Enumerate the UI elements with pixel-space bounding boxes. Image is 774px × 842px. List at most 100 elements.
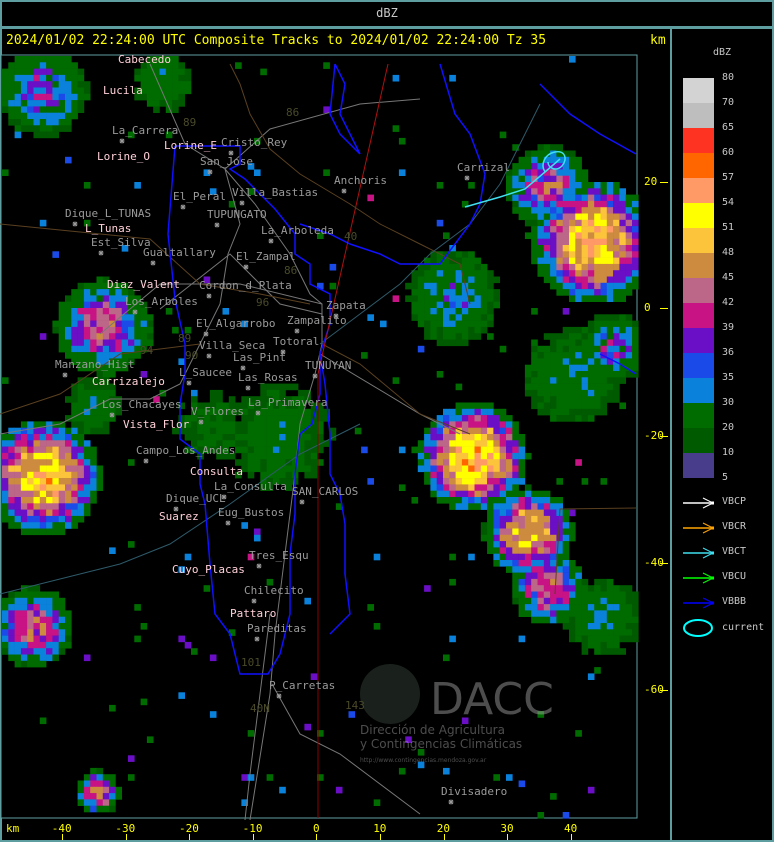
reflectivity-pixel [600, 585, 608, 592]
reflectivity-pixel [587, 289, 595, 296]
reflectivity-pixel [77, 74, 85, 82]
reflectivity-pixel [449, 553, 456, 561]
reflectivity-pixel [594, 641, 601, 649]
reflectivity-pixel [569, 629, 576, 636]
reflectivity-pixel [632, 282, 639, 290]
reflectivity-pixel [613, 623, 620, 630]
reflectivity-pixel [39, 131, 47, 139]
reflectivity-pixel [531, 257, 538, 265]
reflectivity-pixel [83, 799, 91, 806]
reflectivity-pixel [518, 188, 526, 195]
reflectivity-pixel [587, 182, 595, 189]
reflectivity-pixel [14, 654, 22, 662]
reflectivity-pixel [632, 226, 639, 233]
reflectivity-pixel [165, 308, 173, 315]
reflectivity-pixel [474, 452, 482, 460]
reflectivity-pixel [241, 396, 248, 403]
reflectivity-pixel [594, 276, 601, 284]
reflectivity-pixel [556, 383, 563, 391]
reflectivity-pixel [512, 163, 519, 170]
reflectivity-pixel [562, 377, 570, 384]
reflectivity-pixel [128, 339, 135, 347]
reflectivity-pixel [254, 421, 261, 428]
x-tick-label: -10 [242, 822, 263, 835]
reflectivity-pixel [2, 93, 9, 101]
reflectivity-pixel [550, 528, 557, 536]
place-label: Villa_Bastias [232, 186, 318, 199]
reflectivity-pixel [613, 377, 620, 384]
reflectivity-pixel [33, 56, 41, 63]
reflectivity-pixel [443, 465, 450, 473]
reflectivity-pixel [52, 629, 59, 636]
reflectivity-pixel [58, 610, 66, 617]
reflectivity-pixel [524, 610, 532, 617]
reflectivity-pixel [77, 446, 85, 454]
reflectivity-pixel [575, 194, 582, 202]
reflectivity-pixel [8, 648, 15, 655]
reflectivity-pixel [455, 308, 463, 315]
reflectivity-pixel [33, 528, 41, 536]
reflectivity-pixel [159, 56, 167, 63]
reflectivity-pixel [625, 585, 633, 592]
reflectivity-pixel [449, 320, 456, 328]
reflectivity-pixel [46, 484, 53, 491]
reflectivity-pixel [474, 402, 482, 410]
reflectivity-pixel [52, 490, 59, 498]
reflectivity-pixel [632, 604, 639, 611]
reflectivity-pixel [77, 345, 85, 353]
reflectivity-pixel [613, 200, 620, 208]
reflectivity-pixel [8, 119, 15, 126]
reflectivity-pixel [102, 799, 110, 806]
reflectivity-pixel [531, 497, 538, 504]
place-label: Los_Arboles [125, 295, 198, 308]
reflectivity-pixel [587, 408, 595, 416]
reflectivity-pixel [436, 415, 444, 422]
reflectivity-pixel [20, 81, 28, 88]
reflectivity-pixel [71, 314, 78, 321]
place-label-highlight: Lorine_O [97, 150, 150, 163]
reflectivity-pixel [575, 182, 582, 189]
reflectivity-pixel [581, 578, 589, 586]
reflectivity-pixel [65, 352, 72, 359]
reflectivity-pixel [39, 522, 47, 529]
reflectivity-pixel [33, 112, 41, 120]
reflectivity-pixel [8, 591, 15, 599]
road-number: 86 [284, 264, 297, 277]
reflectivity-pixel [619, 257, 626, 265]
reflectivity-pixel [487, 484, 494, 491]
reflectivity-pixel [121, 245, 129, 252]
reflectivity-pixel [449, 484, 456, 491]
reflectivity-pixel [140, 371, 148, 378]
reflectivity-pixel [96, 471, 104, 479]
reflectivity-pixel [33, 503, 41, 510]
reflectivity-pixel [46, 125, 53, 132]
reflectivity-pixel [443, 339, 450, 347]
reflectivity-pixel [550, 188, 557, 195]
reflectivity-pixel [575, 358, 582, 365]
reflectivity-pixel [594, 200, 601, 208]
reflectivity-pixel [216, 421, 223, 428]
reflectivity-pixel [272, 434, 280, 441]
reflectivity-pixel [109, 333, 116, 340]
reflectivity-pixel [90, 389, 97, 397]
reflectivity-pixel [461, 478, 469, 485]
reflectivity-pixel [109, 786, 116, 794]
reflectivity-pixel [619, 333, 626, 340]
reflectivity-pixel [487, 289, 494, 296]
reflectivity-pixel [140, 345, 148, 353]
reflectivity-pixel [96, 276, 104, 284]
reflectivity-pixel [512, 490, 519, 498]
reflectivity-pixel [203, 434, 211, 441]
reflectivity-pixel [191, 396, 198, 403]
reflectivity-pixel [134, 314, 141, 321]
reflectivity-pixel [512, 572, 519, 580]
reflectivity-pixel [266, 578, 274, 586]
reflectivity-pixel [443, 427, 450, 435]
reflectivity-pixel [600, 345, 608, 353]
reflectivity-pixel [619, 263, 626, 271]
reflectivity-pixel [443, 326, 450, 334]
reflectivity-pixel [279, 415, 286, 422]
reflectivity-pixel [209, 427, 217, 435]
reflectivity-pixel [461, 200, 469, 208]
